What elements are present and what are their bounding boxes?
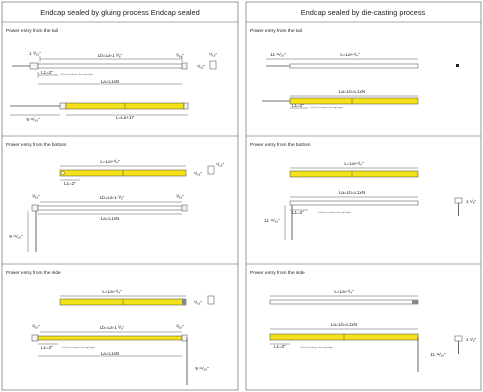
left-bottom-strip [37, 205, 183, 211]
right-panel-frame [245, 1, 482, 391]
right-bottom-end-profile [454, 197, 463, 204]
left-tail-total-label: L=La+17 [116, 115, 135, 120]
right-bottom-strip [289, 200, 419, 206]
left-side-l1-note: (L1) Free cutting in the any length [62, 346, 95, 349]
left-side-dim-b: ³/₁₆" [32, 324, 40, 329]
right-tail-total-label: L=La+¹/₄" [340, 52, 360, 57]
right-panel-title: Endcap sealed by die-casting process [301, 8, 426, 17]
right-side-dim-side: 1 ¹/₈" [466, 337, 477, 342]
right-tail-l1-note: (L1) Free cutting in the any length [310, 106, 343, 109]
left-bottom-la-label: La=L1xN [101, 216, 120, 221]
left-bottom-dim-b: ³/₁₆" [32, 194, 40, 199]
right-tail-end-profile [456, 64, 459, 67]
right-side-l1-label: L1=2" [274, 344, 286, 349]
left-tail-lead-label: 9 ¹¹/₁₆" [26, 117, 40, 122]
left-side-end-profile [207, 295, 215, 305]
left-side-section-title: Power entry from the side [6, 270, 61, 276]
left-tail-dim-d: ⁵/₁₆" [197, 64, 206, 69]
right-side-section-title: Power entry from the side [250, 270, 305, 276]
left-side-lb-label: Lb=La-1 ³/₈" [100, 325, 125, 330]
left-bottom-endcap [31, 204, 39, 212]
right-bottom-la-label: La=Lb=L1xN [339, 190, 365, 195]
left-tail-la-label: La=L1xN [101, 79, 120, 84]
left-side-endcap [31, 334, 39, 342]
left-tail-strip [37, 63, 183, 69]
left-bottom-l1-label: L1=2" [64, 181, 76, 186]
right-side-strip [269, 299, 419, 305]
left-tail-l1-note: (L1) Free cutting in the any length [60, 73, 93, 76]
left-tail-dim-b: ³/₁₆" [176, 53, 184, 58]
left-side-lead-label: 9 ¹¹/₁₆" [195, 366, 209, 371]
left-tail-endcap-3 [183, 102, 189, 110]
right-side-l1-note: (L1) Free cutting in the any length [300, 346, 333, 349]
left-side-dim-a: ⁵/₁₆" [194, 300, 203, 305]
left-panel-frame [1, 1, 239, 391]
left-tail-endcap-2 [59, 102, 67, 110]
left-bottom-end-profile [207, 165, 215, 175]
left-bottom-lead-label: 9 ¹¹/₁₆" [9, 234, 23, 239]
right-tail-yellow-strip [289, 97, 419, 105]
left-tail-endcap-right [181, 62, 188, 70]
right-side-lead-label: 11 ¹¹/₁₆" [430, 352, 446, 357]
left-side-endcap-right [181, 334, 188, 342]
left-panel-title: Endcap sealed by gluing process Endcap s… [40, 8, 199, 17]
left-side-yellow-strip-2 [37, 335, 183, 341]
right-side-entry-cap [412, 300, 418, 304]
left-bottom-total-label: L=La+¹/₄" [100, 159, 120, 164]
right-tail-strip [289, 63, 419, 69]
right-tail-la-label: La=Lb=L1xN [339, 89, 365, 94]
left-tail-end-profile [209, 60, 217, 70]
right-side-total-label: L=La+¹/₄" [334, 289, 354, 294]
right-side-end-profile [454, 335, 463, 342]
right-bottom-l1-note: (L1) Free cutting in the any length [318, 211, 351, 214]
right-bottom-yellow-strip [289, 170, 419, 178]
left-tail-lb-label: Lb=La-1 ³/₈" [98, 53, 123, 58]
right-bottom-dim-side: 1 ¹/₈" [466, 199, 477, 204]
right-tail-lead-label: 11 ¹¹/₁₆" [270, 52, 286, 57]
right-bottom-section-title: Power entry from the bottom [250, 142, 311, 148]
left-tail-endcap [29, 62, 39, 70]
left-side-entry-cap [182, 299, 186, 305]
left-tail-dim-c: ⁵/₁₆" [209, 52, 218, 57]
left-side-dim-c: ³/₁₆" [176, 324, 184, 329]
left-bottom-dim-a-top: ⁵/₁₆" [216, 162, 225, 167]
left-bottom-dim-a: ⁵/₁₆" [194, 171, 203, 176]
right-bottom-total-label: L=La+¹/₄" [344, 161, 364, 166]
left-bottom-section-title: Power entry from the bottom [6, 142, 67, 148]
left-tail-l1-label: L1=2" [41, 70, 53, 75]
left-side-l1-label: L1=2" [41, 345, 53, 350]
left-side-la-label: La=L1xN [101, 351, 120, 356]
left-bottom-endcap-right [181, 204, 188, 212]
left-side-total-label: L=La+¹/₄" [102, 289, 122, 294]
right-tail-l1-label: L1=2" [292, 103, 304, 108]
right-side-la-label: La=Lb=L1xN [331, 322, 357, 327]
right-tail-section-title: Power entry from the tail [250, 28, 302, 34]
left-bottom-entry-hole [61, 171, 65, 175]
left-bottom-lb-label: Lb=La-1 ³/₈" [100, 195, 125, 200]
right-bottom-l1-label: L1=2" [292, 210, 304, 215]
left-bottom-dim-c: ³/₁₆" [176, 194, 184, 199]
left-tail-section-title: Power entry from the tail [6, 28, 58, 34]
left-tail-dim-a: 1 ³/₁₆" [29, 51, 41, 56]
right-bottom-lead-label: 11 ¹¹/₁₆" [264, 218, 280, 223]
